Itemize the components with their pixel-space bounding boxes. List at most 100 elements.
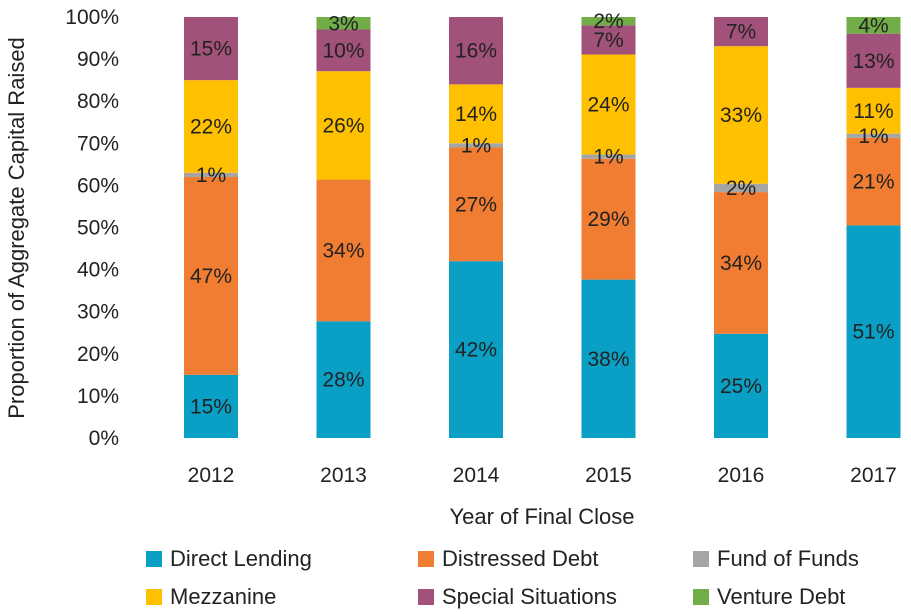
chart-legend: Direct Lending Distressed Debt Fund of Fun… (0, 538, 911, 609)
bar-segment (449, 84, 503, 144)
bar-segment (449, 261, 503, 438)
bar-segment (581, 54, 636, 155)
bar-segment (846, 225, 901, 438)
x-tick-label: 2012 (188, 464, 235, 487)
data-label: 3% (328, 12, 358, 35)
y-axis-title: Proportion of Aggregate Capital Raised (4, 37, 29, 419)
data-label: 42% (455, 339, 497, 362)
legend-swatch (693, 551, 709, 567)
data-label: 1% (593, 146, 623, 169)
data-label: 26% (322, 114, 364, 137)
bar-segment (184, 172, 238, 177)
data-label: 25% (720, 375, 762, 398)
data-label: 21% (852, 171, 894, 194)
bar-segment (714, 17, 768, 47)
bar-segment (581, 25, 636, 55)
data-label: 10% (322, 39, 364, 62)
bar-segment (846, 133, 901, 138)
legend-item: Fund of Funds (693, 542, 859, 576)
y-tick-label: 90% (77, 48, 119, 71)
data-label: 16% (455, 40, 497, 63)
bar-segment (846, 137, 901, 226)
legend-label: Mezzanine (170, 584, 277, 609)
bar-segment (184, 176, 238, 375)
data-label: 33% (720, 104, 762, 127)
x-axis-title: Year of Final Close (449, 504, 634, 529)
data-label: 27% (455, 193, 497, 216)
x-tick-label: 2015 (585, 464, 632, 487)
data-label: 24% (587, 94, 629, 117)
bar-segment (714, 192, 768, 334)
data-label: 2% (726, 177, 756, 200)
data-label: 2% (593, 10, 623, 33)
bar-segment (449, 147, 503, 262)
bars (184, 17, 901, 438)
legend-label: Special Situations (442, 584, 617, 609)
y-tick-label: 0% (89, 427, 119, 450)
y-tick-label: 80% (77, 90, 119, 113)
data-label: 14% (455, 103, 497, 126)
legend-swatch (146, 589, 162, 605)
bar-segment (184, 17, 238, 81)
y-tick-label: 100% (65, 6, 119, 29)
legend-swatch (146, 551, 162, 567)
y-tick-label: 40% (77, 259, 119, 282)
data-label: 38% (587, 348, 629, 371)
x-tick-label: 2016 (718, 464, 765, 487)
legend-swatch (418, 551, 434, 567)
bar-labels: 15% 47% 1% 22% 15% 28% 34% 26% 10% 3% 42% 27% 1% 14% 1… (190, 10, 895, 418)
data-label: 4% (858, 14, 888, 37)
bar-segment (449, 143, 503, 148)
bar-segment (316, 71, 371, 180)
data-label: 1% (461, 134, 491, 157)
y-axis-ticks: 0% 10% 20% 30% 40% 50% 60% 70% 80% 90% 100% (65, 6, 119, 450)
data-label: 1% (196, 164, 226, 187)
data-label: 15% (190, 38, 232, 61)
y-tick-label: 20% (77, 343, 119, 366)
bar-segment (581, 17, 636, 26)
legend-swatch (693, 589, 709, 605)
data-label: 51% (852, 321, 894, 344)
y-tick-label: 30% (77, 301, 119, 324)
bar-segment (316, 29, 371, 72)
bar-segment (184, 374, 238, 438)
data-label: 28% (322, 369, 364, 392)
legend-label: Fund of Funds (717, 546, 859, 571)
bar-segment (449, 17, 503, 85)
data-label: 29% (587, 208, 629, 231)
bar-segment (184, 80, 238, 173)
legend-item: Special Situations (418, 580, 617, 614)
legend-label: Direct Lending (170, 546, 312, 571)
data-label: 1% (858, 125, 888, 148)
legend-swatch (418, 589, 434, 605)
data-label: 15% (190, 395, 232, 418)
stacked-bar-chart: 0% 10% 20% 30% 40% 50% 60% 70% 80% 90% 100% 15% 47%… (4, 6, 901, 529)
legend-label: Distressed Debt (442, 546, 599, 571)
data-label: 7% (726, 21, 756, 44)
data-label: 34% (322, 239, 364, 262)
y-tick-label: 60% (77, 174, 119, 197)
bar-segment (846, 33, 901, 88)
bar-segment (316, 17, 371, 30)
bar-segment (714, 183, 768, 193)
bar-segment (846, 87, 901, 134)
legend-item: Direct Lending (146, 542, 312, 576)
x-axis-ticks: 2012 2013 2014 2015 2016 2017 (188, 464, 897, 487)
bar-segment (846, 17, 901, 34)
data-label: 7% (593, 29, 623, 52)
data-label: 22% (190, 115, 232, 138)
x-tick-label: 2013 (320, 464, 367, 487)
bar-segment (581, 279, 636, 438)
data-label: 11% (853, 100, 893, 123)
legend-item: Distressed Debt (418, 542, 599, 576)
legend-label: Venture Debt (717, 584, 846, 609)
bar-segment (714, 333, 768, 438)
data-label: 13% (852, 50, 894, 73)
x-tick-label: 2014 (453, 464, 500, 487)
y-tick-label: 70% (77, 132, 119, 155)
data-label: 47% (190, 265, 232, 288)
bar-segment (714, 46, 768, 184)
bar-segment (316, 179, 371, 322)
y-tick-label: 50% (77, 217, 119, 240)
bar-segment (316, 321, 371, 438)
